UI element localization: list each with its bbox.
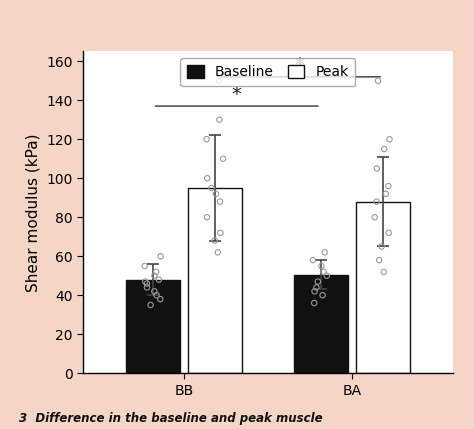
Point xyxy=(309,257,317,263)
Point xyxy=(384,183,392,190)
Point xyxy=(203,136,210,143)
Point xyxy=(378,243,385,250)
Point xyxy=(216,198,224,205)
Point xyxy=(310,299,318,306)
Point xyxy=(381,145,388,152)
Text: *: * xyxy=(294,56,304,75)
Bar xyxy=(126,280,180,373)
Point xyxy=(373,165,381,172)
Point xyxy=(374,77,382,84)
Point xyxy=(151,272,158,279)
Point xyxy=(312,284,320,291)
Point xyxy=(373,198,380,205)
Point xyxy=(320,269,328,275)
Point xyxy=(208,184,215,191)
Point xyxy=(143,284,151,291)
Point xyxy=(375,257,383,263)
Point xyxy=(217,230,224,236)
Point xyxy=(203,175,211,181)
Text: 3  Difference in the baseline and peak muscle: 3 Difference in the baseline and peak mu… xyxy=(19,412,323,425)
Point xyxy=(143,280,151,287)
Point xyxy=(212,190,220,197)
Point xyxy=(371,214,378,221)
Text: *: * xyxy=(232,85,242,104)
Bar xyxy=(188,188,242,373)
Point xyxy=(156,296,164,302)
Point xyxy=(380,269,387,275)
Point xyxy=(219,155,227,162)
Point xyxy=(318,263,325,269)
Point xyxy=(151,288,158,295)
Point xyxy=(382,190,390,197)
Point xyxy=(155,276,163,283)
Point xyxy=(386,136,393,143)
Point xyxy=(319,292,327,299)
Point xyxy=(147,302,155,308)
Point xyxy=(141,278,149,285)
Y-axis label: Shear modulus (kPa): Shear modulus (kPa) xyxy=(26,133,40,292)
Legend: Baseline, Peak: Baseline, Peak xyxy=(180,58,356,86)
Point xyxy=(385,230,392,236)
Point xyxy=(311,288,319,295)
Bar xyxy=(356,202,410,373)
Point xyxy=(211,237,219,244)
Point xyxy=(216,116,223,123)
Point xyxy=(321,249,328,256)
Point xyxy=(215,77,223,84)
Point xyxy=(141,263,148,269)
Point xyxy=(214,249,221,256)
Point xyxy=(203,214,211,221)
Point xyxy=(153,292,160,299)
Bar xyxy=(294,275,347,373)
Point xyxy=(314,278,322,285)
Point xyxy=(323,272,330,279)
Point xyxy=(153,269,160,275)
Point xyxy=(157,253,164,260)
